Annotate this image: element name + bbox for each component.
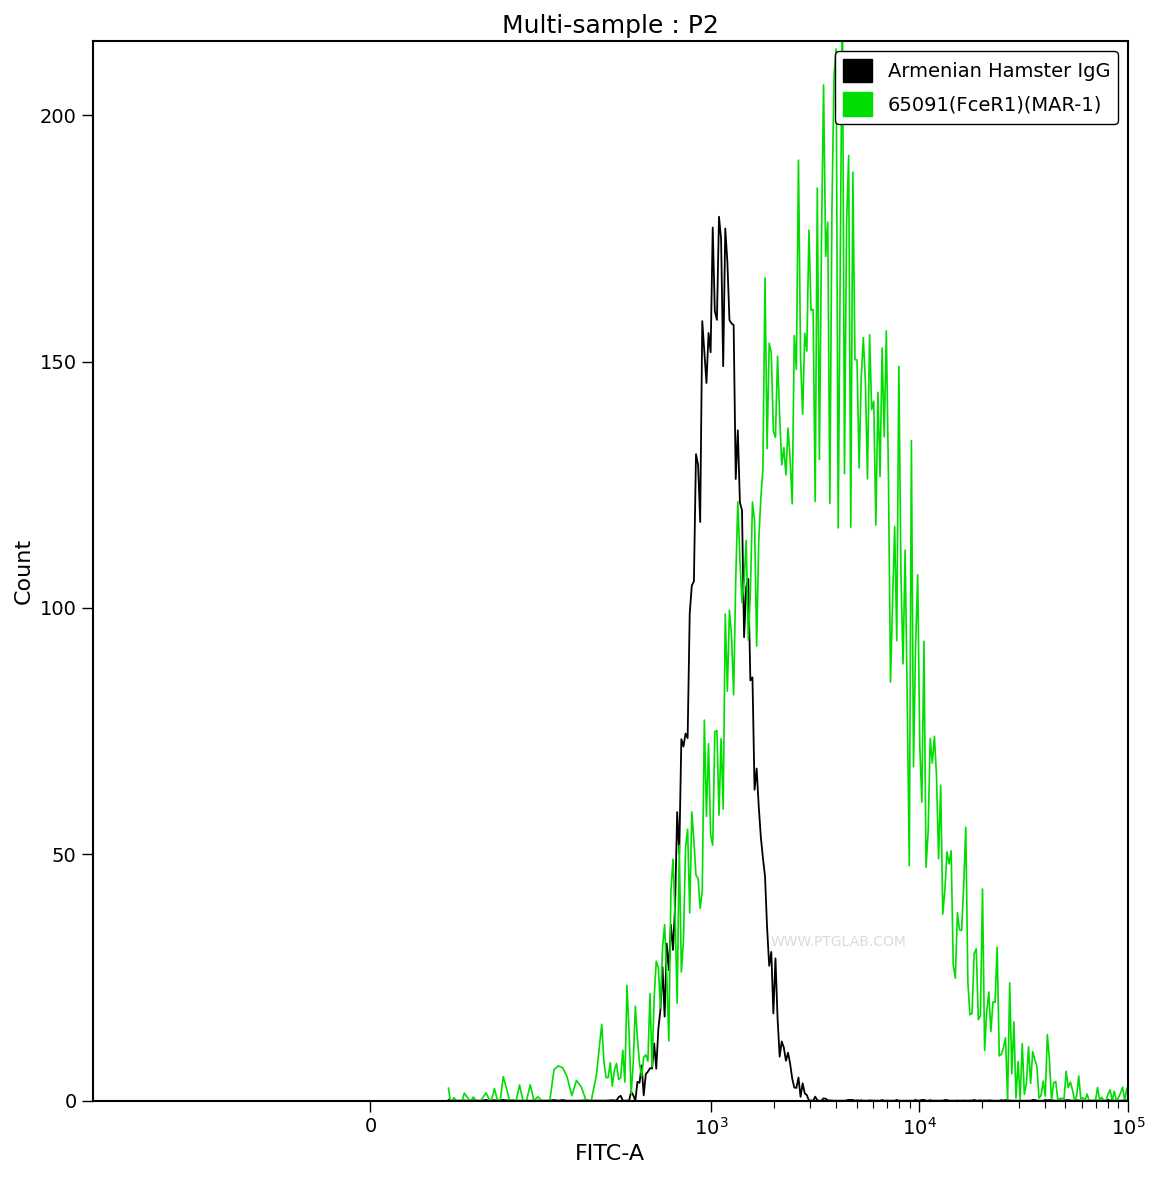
Title: Multi-sample : P2: Multi-sample : P2	[502, 14, 719, 38]
Legend: Armenian Hamster IgG, 65091(FceR1)(MAR-1): Armenian Hamster IgG, 65091(FceR1)(MAR-1…	[836, 51, 1118, 124]
Text: WWW.PTGLAB.COM: WWW.PTGLAB.COM	[770, 935, 906, 948]
X-axis label: FITC-A: FITC-A	[575, 1144, 646, 1164]
Y-axis label: Count: Count	[14, 538, 34, 604]
